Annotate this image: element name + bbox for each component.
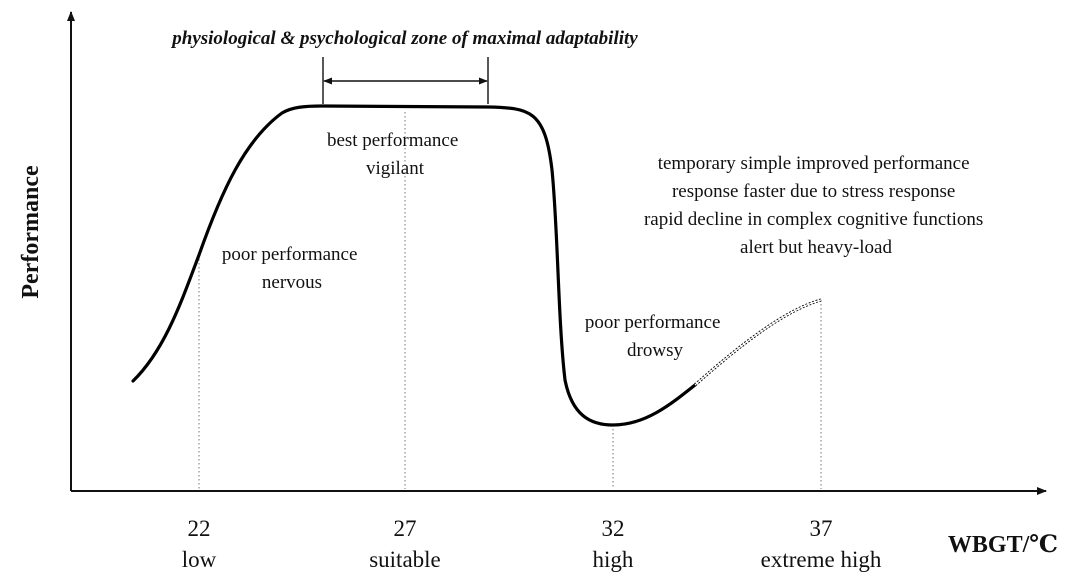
tick-value: 27	[394, 516, 417, 541]
heat-stress-description: temporary simple improved performance re…	[644, 153, 988, 258]
tick-value: 37	[810, 516, 833, 541]
best-performance-label: best performance vigilant	[327, 130, 463, 179]
tick-value: 22	[188, 516, 211, 541]
y-axis-label: Performance	[18, 165, 44, 299]
tick-label: low	[182, 547, 217, 572]
tick-value: 32	[602, 516, 625, 541]
drowsy-label: poor performance drowsy	[585, 312, 725, 361]
x-axis-label: WBGT/℃	[948, 532, 1058, 558]
x-tick-22: 22 low	[182, 516, 217, 572]
performance-curve	[131, 104, 697, 427]
tick-label: extreme high	[761, 547, 882, 572]
adaptability-zone-bracket	[322, 57, 489, 104]
nervous-label: poor performance nervous	[222, 244, 362, 293]
zone-title: physiological & psychological zone of ma…	[170, 28, 638, 49]
tick-label: suitable	[369, 547, 441, 572]
x-tick-37: 37 extreme high	[761, 516, 882, 572]
x-tick-32: 32 high	[593, 516, 634, 572]
x-tick-27: 27 suitable	[369, 516, 441, 572]
tick-label: high	[593, 547, 634, 572]
